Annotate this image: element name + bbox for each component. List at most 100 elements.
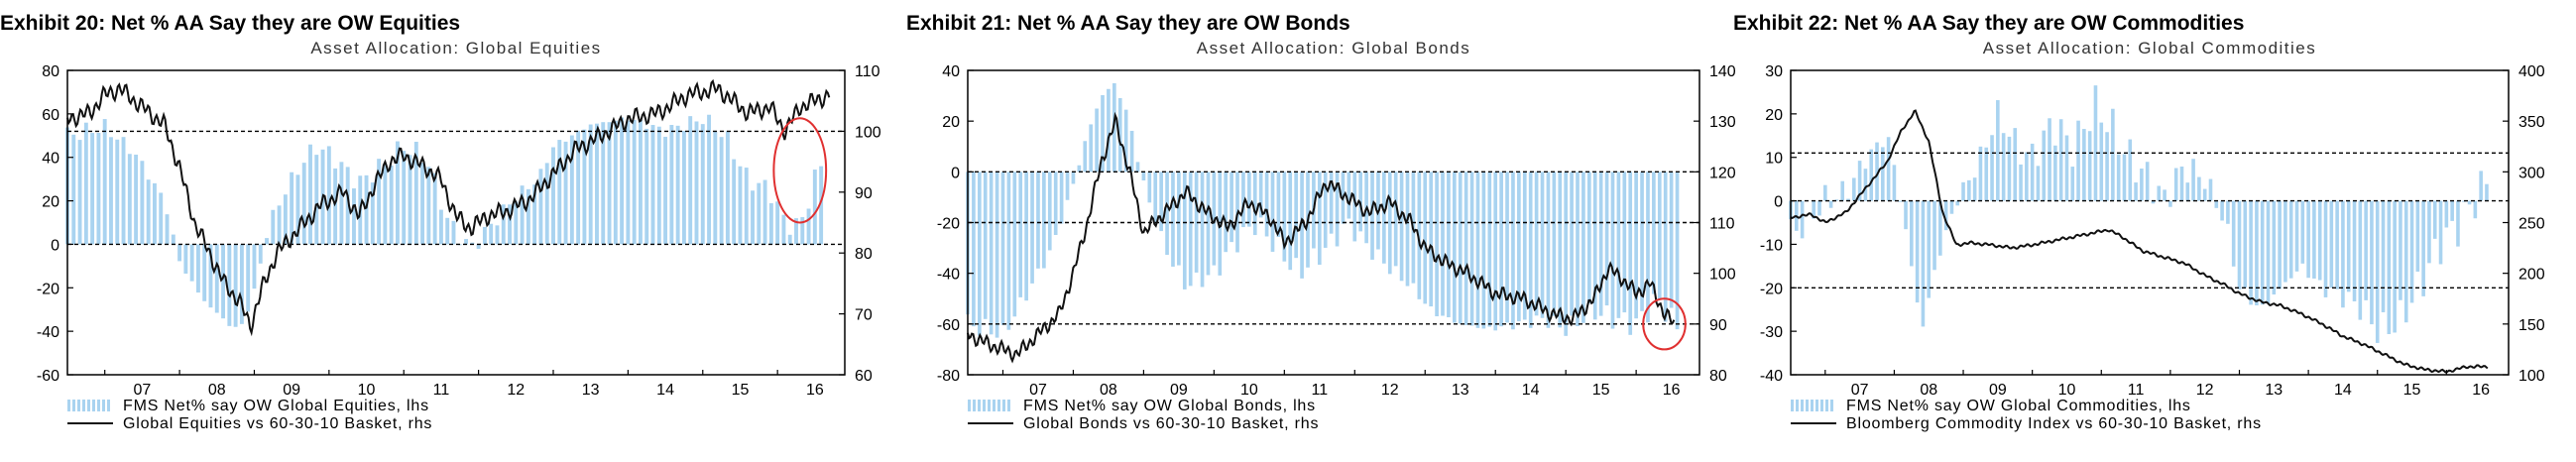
- bar: [2232, 201, 2236, 267]
- bar: [1271, 172, 1275, 252]
- legend-swatch-bar: [993, 400, 995, 411]
- bar: [644, 129, 648, 245]
- bar: [215, 244, 219, 312]
- bar: [1453, 172, 1457, 322]
- bar: [1840, 181, 1844, 201]
- bar: [2318, 201, 2322, 281]
- x-tick-label: 07: [1851, 382, 1869, 399]
- bar: [1142, 172, 1146, 180]
- bar: [339, 162, 343, 244]
- bar: [2450, 201, 2454, 221]
- bar: [1955, 201, 1959, 206]
- bar: [1622, 172, 1626, 312]
- y-tick-label-right: 100: [1709, 267, 1736, 284]
- bar: [90, 133, 94, 244]
- bar: [1171, 172, 1175, 267]
- y-tick-label-right: 200: [2518, 267, 2545, 284]
- bar: [1864, 169, 1868, 200]
- bar: [1829, 201, 1833, 208]
- bar: [2301, 201, 2305, 264]
- bar: [1165, 172, 1169, 255]
- y-tick-label-right: 350: [2518, 114, 2545, 131]
- bar: [1617, 172, 1621, 317]
- bar: [2485, 184, 2489, 201]
- bar: [2370, 201, 2374, 325]
- bar: [271, 210, 275, 245]
- legend-swatch-bar: [988, 400, 991, 411]
- bar: [420, 163, 424, 244]
- bar: [639, 120, 643, 244]
- bar: [1201, 172, 1205, 287]
- bar: [688, 116, 692, 244]
- bar: [2335, 201, 2339, 289]
- legend-swatch-bar: [107, 400, 110, 411]
- bar: [984, 172, 988, 318]
- bar: [732, 160, 736, 245]
- bar: [2048, 118, 2051, 200]
- bar: [1558, 172, 1562, 327]
- bar: [1048, 172, 1052, 250]
- x-tick-label: 13: [1452, 382, 1469, 399]
- bar: [1207, 172, 1211, 275]
- y-tick-label-left: -40: [937, 267, 960, 284]
- bar: [1541, 172, 1545, 317]
- bar: [633, 120, 637, 244]
- legend-bar-swatch: [67, 400, 110, 411]
- bar: [246, 244, 250, 311]
- bar: [2117, 155, 2121, 201]
- legend-swatch-bar: [1820, 400, 1823, 411]
- bar: [2468, 201, 2472, 205]
- legend-swatch-bar: [1796, 400, 1799, 411]
- y-tick-label-left: 20: [1765, 107, 1783, 124]
- bar: [426, 167, 430, 244]
- bar: [2283, 201, 2287, 283]
- bar: [122, 137, 126, 244]
- bar: [2474, 201, 2478, 219]
- legend-swatch-bar: [968, 400, 971, 411]
- x-tick-label: 08: [208, 382, 226, 399]
- bar: [1996, 100, 2000, 201]
- x-tick-label: 10: [358, 382, 376, 399]
- legend-swatch-bar: [102, 400, 105, 411]
- bar: [2393, 201, 2397, 333]
- bar: [278, 205, 282, 244]
- legend-swatch-bar: [1007, 400, 1010, 411]
- bar: [1852, 177, 1856, 200]
- bar: [2427, 201, 2431, 264]
- y-tick-label-left: -80: [937, 368, 960, 385]
- bar: [1581, 172, 1585, 322]
- bar: [1646, 172, 1650, 322]
- bar: [2174, 169, 2178, 201]
- bar: [1979, 147, 1983, 201]
- x-tick-label: 09: [1989, 382, 2007, 399]
- x-tick-label: 10: [2058, 382, 2076, 399]
- bar: [464, 239, 468, 244]
- y-tick-label-left: 20: [42, 194, 59, 211]
- bar: [657, 127, 661, 245]
- bar: [2347, 201, 2351, 292]
- bar: [2094, 85, 2098, 200]
- y-tick-label-right: 150: [2518, 317, 2545, 334]
- y-tick-label-right: 110: [1709, 216, 1735, 233]
- bar-series: [1789, 85, 2489, 343]
- y-tick-label-right: 100: [2518, 368, 2545, 385]
- bar: [1570, 172, 1574, 315]
- bar: [489, 224, 493, 245]
- chart-title: Asset Allocation: Global Equities: [310, 39, 601, 58]
- bar: [1030, 172, 1034, 284]
- bar: [1459, 172, 1463, 323]
- bar: [1611, 172, 1615, 328]
- legend-swatch-bar: [1830, 400, 1833, 411]
- bar: [695, 121, 699, 244]
- bar: [308, 145, 312, 245]
- bar: [159, 192, 163, 244]
- bar: [1130, 131, 1134, 172]
- bar: [2324, 201, 2328, 297]
- y-tick-label-left: 0: [1774, 194, 1783, 211]
- bar: [1658, 172, 1662, 299]
- bar: [265, 238, 269, 244]
- y-tick-label-left: -40: [1760, 368, 1783, 385]
- bar: [2185, 182, 2189, 200]
- legend-label: Bloomberg Commodity Index vs 60-30-10 Ba…: [1846, 415, 2262, 432]
- legend-swatch-bar: [983, 400, 986, 411]
